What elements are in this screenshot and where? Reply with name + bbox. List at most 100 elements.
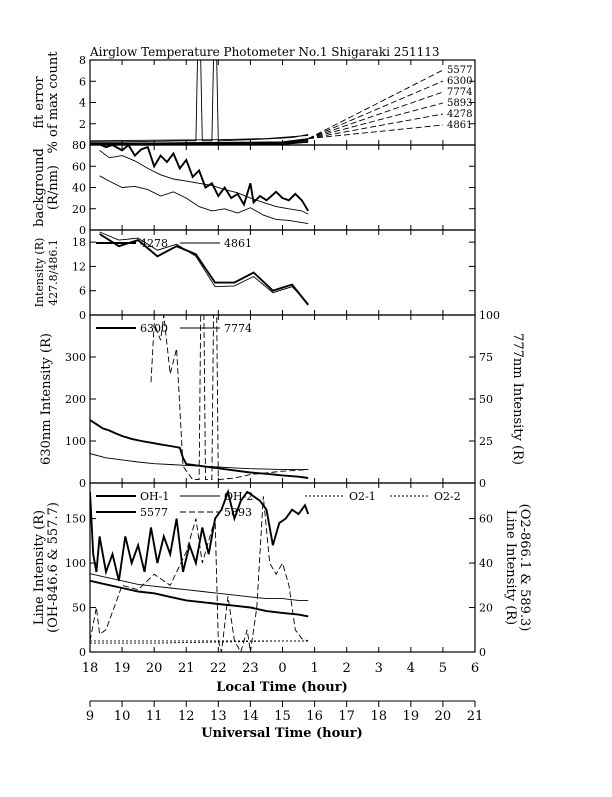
legend-label: 5893: [224, 506, 252, 519]
series-7774: [90, 453, 309, 471]
local-tick-label: 23: [242, 661, 259, 676]
legend-label: O2-1: [349, 490, 376, 503]
local-tick-label: 0: [278, 661, 286, 676]
ut-tick-label: 18: [370, 709, 387, 724]
y-tick-label: 0: [79, 224, 86, 237]
y-axis-label: (R/nm): [46, 165, 61, 210]
local-tick-label: 6: [471, 661, 479, 676]
legend-label: 4861: [224, 237, 252, 250]
series-unnamed: [98, 145, 310, 212]
y-axis-label: % of max count: [46, 51, 61, 154]
y-tick-label: 0: [79, 646, 86, 659]
panel-fit-error: 0 2 4 6 8 fit error% of max count 557763007774…: [32, 51, 476, 154]
y-axis-label: 427.8/486.1: [47, 239, 60, 306]
series-4861: [99, 231, 309, 305]
y2-tick-label: 100: [479, 309, 500, 322]
series-7774-raw: [150, 315, 309, 481]
legend-label: 6300: [140, 322, 168, 335]
y-axis-label: Intensity (R): [33, 238, 46, 308]
local-tick-label: 4: [407, 661, 415, 676]
y-tick-label: 20: [72, 203, 86, 216]
local-tick-label: 3: [375, 661, 383, 676]
legend-leader: [308, 102, 444, 140]
y-tick-label: 100: [65, 435, 86, 448]
legend-label: 5893: [447, 98, 472, 109]
legend-leader: [308, 124, 444, 140]
series-5577: [90, 60, 309, 143]
ut-tick-label: 11: [146, 709, 163, 724]
y-axis-label: (OH-846.6 & 557.7): [46, 502, 61, 633]
ut-tick-label: 10: [114, 709, 131, 724]
panel-frame: [89, 314, 476, 484]
ut-tick-label: 12: [178, 709, 195, 724]
legend-label: 5577: [447, 65, 472, 76]
legend-label: O2-2: [434, 490, 461, 503]
y-tick-label: 60: [72, 160, 86, 173]
y-tick-label: 6: [79, 75, 86, 88]
y2-axis-label: Line Intensity (R): [503, 510, 518, 625]
legend-label: 6300: [447, 76, 472, 87]
local-tick-label: 22: [210, 661, 227, 676]
y-axis-label: 630nm Intensity (R): [39, 333, 54, 465]
ut-tick-label: 9: [86, 709, 94, 724]
ut-tick-label: 20: [435, 709, 452, 724]
local-tick-label: 18: [82, 661, 99, 676]
legend-label: 7774: [447, 87, 472, 98]
y-tick-label: 8: [79, 54, 86, 67]
series-unnamed: [99, 175, 309, 225]
y2-axis-label: 777nm Intensity (R): [510, 333, 525, 465]
panel-frame: [89, 59, 476, 146]
legend-label: OH-2: [224, 490, 253, 503]
panel-background: 0 20 40 60 80 background (R/nm): [32, 139, 476, 237]
y2-axis-label: (O2-866.1 & 589.3): [517, 504, 532, 632]
legend-label: 4278: [447, 109, 472, 120]
legend-leader: [308, 113, 444, 140]
local-time-label: Local Time (hour): [216, 680, 348, 695]
y-tick-label: 200: [65, 393, 86, 406]
y-tick-label: 0: [79, 309, 86, 322]
legend-leader: [307, 69, 444, 140]
ut-tick-label: 21: [467, 709, 484, 724]
y-axis-label: fit error: [32, 76, 47, 129]
legend-label: 7774: [224, 322, 252, 335]
ut-tick-label: 14: [242, 709, 259, 724]
y2-tick-label: 60: [479, 513, 493, 526]
y-tick-label: 40: [72, 182, 86, 195]
series-6300: [90, 419, 309, 479]
y-tick-label: 18: [72, 236, 86, 249]
y-tick-label: 100: [65, 557, 86, 570]
y2-tick-label: 75: [479, 351, 493, 364]
ut-tick-label: 15: [274, 709, 291, 724]
legend-leader: [308, 91, 444, 140]
y2-tick-label: 40: [479, 557, 493, 570]
local-tick-label: 1: [310, 661, 318, 676]
y2-tick-label: 0: [479, 477, 486, 490]
local-tick-label: 19: [114, 661, 131, 676]
y-tick-label: 0: [79, 477, 86, 490]
y2-tick-label: 20: [479, 602, 493, 615]
ut-tick-label: 13: [210, 709, 227, 724]
chart-title: Airglow Temperature Photometer No.1 Shig…: [89, 45, 440, 59]
y-tick-label: 6: [79, 285, 86, 298]
series-OH-2: [90, 573, 309, 601]
local-tick-label: 21: [178, 661, 195, 676]
series-5893: [90, 496, 309, 652]
y-tick-label: 2: [79, 118, 86, 131]
legend-label: 4861: [447, 120, 472, 131]
universal-time-label: Universal Time (hour): [201, 726, 363, 741]
ut-tick-label: 19: [403, 709, 420, 724]
ut-tick-label: 17: [338, 709, 355, 724]
panel-intensity-427-486: 0 6 12 18 Intensity (R) 427.8/486.1 4278 4861: [33, 229, 476, 322]
series-5577: [90, 488, 310, 582]
y-tick-label: 50: [72, 602, 86, 615]
local-tick-label: 20: [146, 661, 163, 676]
series-OH-1: [90, 579, 309, 618]
local-tick-label: 2: [343, 661, 351, 676]
y-tick-label: 4: [79, 97, 86, 110]
series-4861: [90, 139, 309, 144]
universal-time-axis: 9 10 11 12 13 14 15 16 17 18 19 20 21: [86, 700, 484, 724]
local-time-axis: 18 19 20 21 22 23 0 1 2 3 4 5 6: [82, 661, 479, 676]
legend-label: OH-1: [140, 490, 169, 503]
y2-tick-label: 25: [479, 435, 493, 448]
